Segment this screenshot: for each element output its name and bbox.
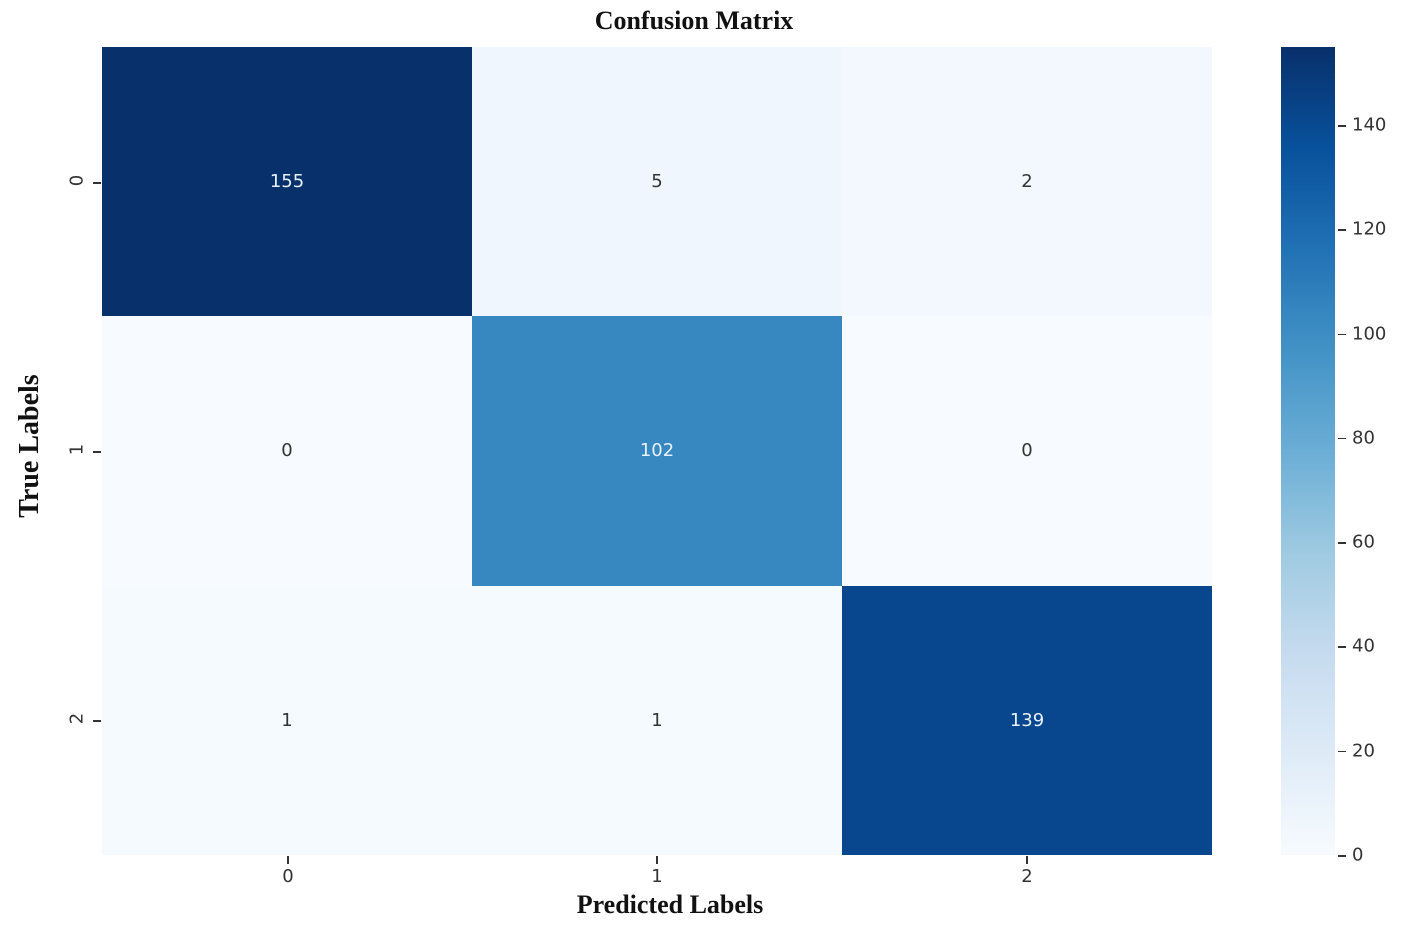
y-tick-mark-2 — [93, 720, 101, 722]
x-tick-label-2: 2 — [1021, 866, 1033, 887]
cell-0-2: 2 — [842, 47, 1212, 317]
x-tick-mark-0 — [287, 856, 289, 864]
cell-2-0: 1 — [102, 585, 472, 855]
confusion-matrix-grid: 155 5 2 0 102 0 1 1 139 — [102, 47, 1212, 855]
colorbar-tick-mark — [1338, 437, 1346, 440]
cell-1-2: 0 — [842, 316, 1212, 586]
colorbar-tick-label: 100 — [1352, 323, 1387, 345]
x-tick-mark-2 — [1026, 856, 1028, 864]
colorbar-tick-label: 20 — [1352, 740, 1375, 762]
colorbar-tick-label: 60 — [1352, 531, 1375, 553]
colorbar-tick-mark — [1338, 333, 1346, 336]
colorbar — [1281, 47, 1335, 855]
cell-2-1: 1 — [472, 585, 842, 855]
colorbar-tick-label: 80 — [1352, 427, 1375, 449]
colorbar-tick-label: 0 — [1352, 844, 1364, 866]
x-tick-label-0: 0 — [282, 866, 294, 887]
y-tick-label-2: 2 — [66, 712, 88, 725]
chart-title: Confusion Matrix — [594, 6, 794, 35]
colorbar-tick-mark — [1338, 125, 1346, 127]
cell-0-0: 155 — [102, 47, 472, 317]
colorbar-tick-mark — [1338, 542, 1346, 544]
y-tick-label-0: 0 — [66, 174, 88, 187]
cell-0-1: 5 — [472, 47, 842, 317]
colorbar-tick-mark — [1338, 646, 1346, 648]
x-tick-mark-1 — [656, 856, 658, 864]
y-tick-mark-0 — [93, 182, 101, 184]
y-tick-mark-1 — [93, 451, 101, 453]
cell-1-1: 102 — [472, 316, 842, 586]
colorbar-tick-label: 140 — [1352, 114, 1387, 136]
cell-1-0: 0 — [102, 316, 472, 586]
colorbar-tick-label: 40 — [1352, 635, 1375, 657]
colorbar-tick-mark — [1338, 750, 1346, 753]
colorbar-tick-label: 120 — [1352, 218, 1387, 240]
colorbar-tick-mark — [1338, 855, 1346, 857]
x-tick-label-1: 1 — [651, 866, 663, 887]
y-axis-label: True Labels — [14, 374, 45, 518]
x-axis-label: Predicted Labels — [576, 890, 764, 919]
y-tick-label-1: 1 — [66, 443, 88, 456]
cell-2-2: 139 — [842, 585, 1212, 855]
colorbar-tick-mark — [1338, 229, 1346, 231]
